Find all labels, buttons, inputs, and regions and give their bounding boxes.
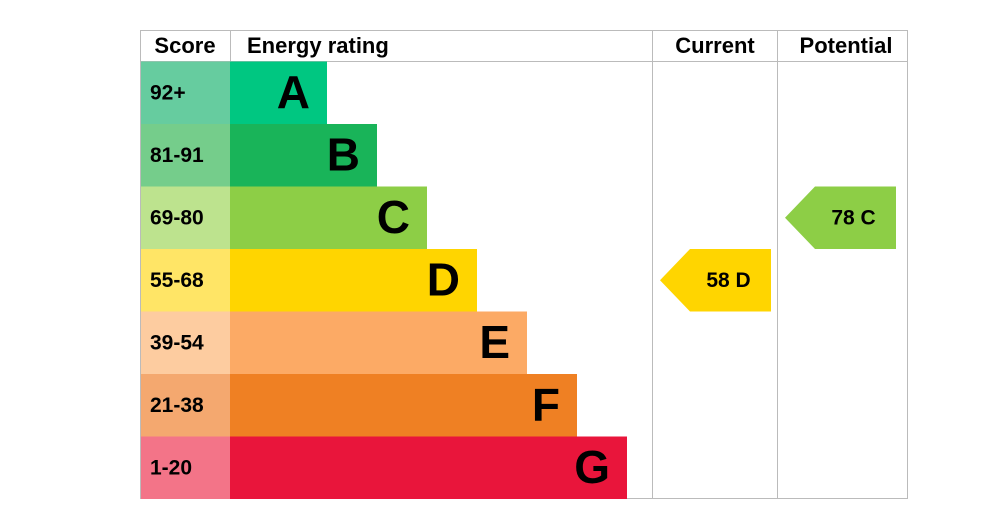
rating-bar [230,249,477,312]
score-cell [141,436,230,499]
score-label: 1-20 [150,456,192,479]
score-label: 21-38 [150,394,204,417]
score-label: 92+ [150,81,186,104]
score-label: 69-80 [150,206,204,229]
rating-letter: D [427,253,460,305]
score-label: 81-91 [150,144,204,167]
rating-bar [230,124,377,187]
score-cell [141,311,230,374]
rating-letter: F [532,378,560,430]
potential-arrow [785,186,896,249]
header-potential: Potential [800,33,893,58]
score-cell [141,124,230,187]
rating-letter: G [574,441,610,493]
rating-letter: E [479,316,510,368]
rating-bar [230,374,577,437]
header-current: Current [675,33,755,58]
current-arrow [660,249,771,312]
potential-label: 78 C [831,206,875,229]
score-cell [141,249,230,312]
score-cell [141,374,230,437]
rating-letter: B [327,128,360,180]
rating-letter: A [277,66,310,118]
rating-bar [230,311,527,374]
header-score: Score [154,33,215,58]
score-cell [141,61,230,124]
header-rating: Energy rating [247,33,389,58]
score-label: 39-54 [150,331,204,354]
current-label: 58 D [706,269,750,292]
score-cell [141,186,230,249]
rating-bar [230,61,327,124]
rating-bar [230,186,427,249]
rating-bar [230,436,627,499]
rating-letter: C [377,191,410,243]
score-label: 55-68 [150,269,204,292]
